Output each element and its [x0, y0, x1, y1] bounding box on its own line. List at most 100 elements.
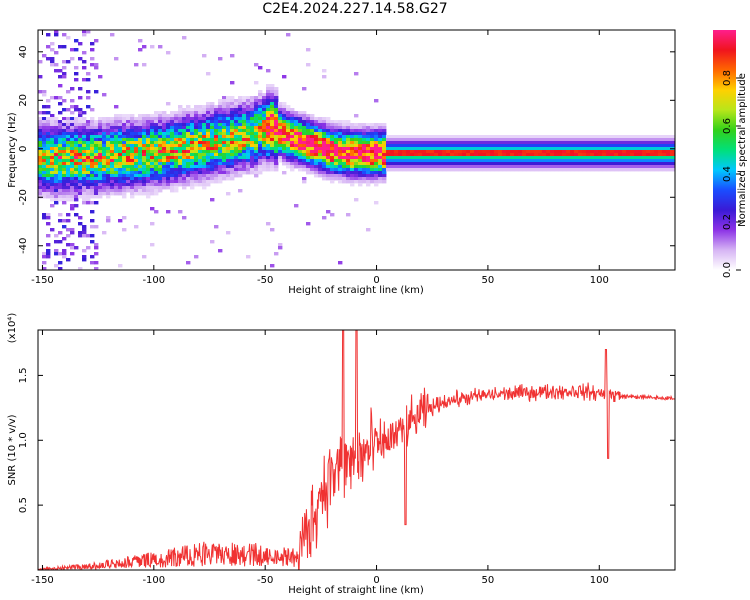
- heatmap-cell: [626, 141, 631, 145]
- heatmap-cell: [390, 147, 395, 151]
- heatmap-cell: [146, 147, 151, 151]
- heatmap-cell: [98, 165, 103, 169]
- heatmap-cell: [78, 111, 83, 115]
- heatmap-cell: [646, 147, 651, 151]
- heatmap-cell: [78, 216, 83, 220]
- heatmap-cell: [158, 138, 163, 142]
- heatmap-cell: [318, 171, 323, 175]
- heatmap-cell: [390, 153, 395, 157]
- heatmap-cell: [70, 57, 75, 61]
- heatmap-cell: [66, 198, 71, 202]
- heatmap-cell: [274, 144, 279, 148]
- heatmap-cell: [642, 138, 647, 142]
- heatmap-cell: [638, 147, 643, 151]
- heatmap-cell: [154, 132, 159, 136]
- heatmap-cell: [558, 153, 563, 157]
- heatmap-cell: [198, 159, 203, 163]
- heatmap-cell: [70, 120, 75, 124]
- heatmap-cell: [534, 141, 539, 145]
- heatmap-cell: [238, 162, 243, 166]
- heatmap-cell: [82, 162, 87, 166]
- heatmap-cell: [122, 171, 127, 175]
- heatmap-cell: [286, 117, 291, 121]
- heatmap-cell: [46, 117, 51, 121]
- heatmap-cell: [166, 183, 171, 187]
- heatmap-cell: [246, 120, 251, 124]
- heatmap-cell: [326, 156, 331, 160]
- heatmap-cell: [282, 75, 287, 79]
- heatmap-cell: [78, 87, 83, 91]
- heatmap-cell: [66, 180, 71, 184]
- heatmap-cell: [122, 195, 127, 199]
- heatmap-cell: [142, 132, 147, 136]
- heatmap-cell: [242, 102, 247, 106]
- heatmap-cell: [262, 150, 267, 154]
- heatmap-cell: [194, 138, 199, 142]
- heatmap-cell: [118, 138, 123, 142]
- x-tick-label: 100: [590, 575, 609, 586]
- heatmap-cell: [494, 141, 499, 145]
- heatmap-cell: [102, 117, 107, 121]
- heatmap-cell: [298, 162, 303, 166]
- heatmap-cell: [134, 129, 139, 133]
- heatmap-cell: [246, 150, 251, 154]
- heatmap-cell: [314, 150, 319, 154]
- heatmap-cell: [54, 174, 59, 178]
- heatmap-cell: [166, 210, 171, 214]
- heatmap-cell: [650, 153, 655, 157]
- heatmap-cell: [650, 156, 655, 160]
- heatmap-cell: [174, 132, 179, 136]
- heatmap-cell: [214, 108, 219, 112]
- heatmap-cell: [202, 150, 207, 154]
- heatmap-cell: [290, 120, 295, 124]
- heatmap-cell: [194, 135, 199, 139]
- heatmap-cell: [66, 126, 71, 130]
- heatmap-cell: [106, 177, 111, 181]
- heatmap-cell: [70, 138, 75, 142]
- heatmap-cell: [278, 135, 283, 139]
- heatmap-cell: [246, 123, 251, 127]
- heatmap-cell: [242, 135, 247, 139]
- heatmap-cell: [606, 150, 611, 154]
- heatmap-cell: [482, 150, 487, 154]
- heatmap-cell: [58, 162, 63, 166]
- heatmap-cell: [626, 135, 631, 139]
- heatmap-cell: [366, 174, 371, 178]
- heatmap-cell: [286, 156, 291, 160]
- heatmap-cell: [242, 168, 247, 172]
- heatmap-cell: [218, 132, 223, 136]
- heatmap-cell: [470, 156, 475, 160]
- heatmap-cell: [62, 255, 67, 259]
- heatmap-cell: [374, 123, 379, 127]
- heatmap-cell: [630, 153, 635, 157]
- heatmap-cell: [326, 132, 331, 136]
- heatmap-cell: [582, 138, 587, 142]
- heatmap-cell: [342, 132, 347, 136]
- heatmap-cell: [82, 33, 87, 37]
- heatmap-cell: [106, 132, 111, 136]
- heatmap-cell: [154, 141, 159, 145]
- heatmap-cell: [422, 150, 427, 154]
- heatmap-cell: [138, 183, 143, 187]
- heatmap-cell: [78, 138, 83, 142]
- heatmap-cell: [266, 123, 271, 127]
- heatmap-cell: [190, 120, 195, 124]
- heatmap-cell: [410, 156, 415, 160]
- heatmap-cell: [346, 153, 351, 157]
- heatmap-cell: [150, 159, 155, 163]
- heatmap-cell: [338, 168, 343, 172]
- heatmap-cell: [74, 165, 79, 169]
- heatmap-cell: [258, 66, 263, 70]
- heatmap-cell: [102, 174, 107, 178]
- heatmap-cell: [54, 183, 59, 187]
- heatmap-cell: [614, 147, 619, 151]
- heatmap-cell: [322, 150, 327, 154]
- heatmap-cell: [242, 105, 247, 109]
- heatmap-cell: [606, 159, 611, 163]
- heatmap-cell: [86, 246, 91, 250]
- heatmap-cell: [58, 189, 63, 193]
- heatmap-cell: [518, 162, 523, 166]
- heatmap-cell: [438, 165, 443, 169]
- heatmap-cell: [154, 186, 159, 190]
- heatmap-cell: [458, 153, 463, 157]
